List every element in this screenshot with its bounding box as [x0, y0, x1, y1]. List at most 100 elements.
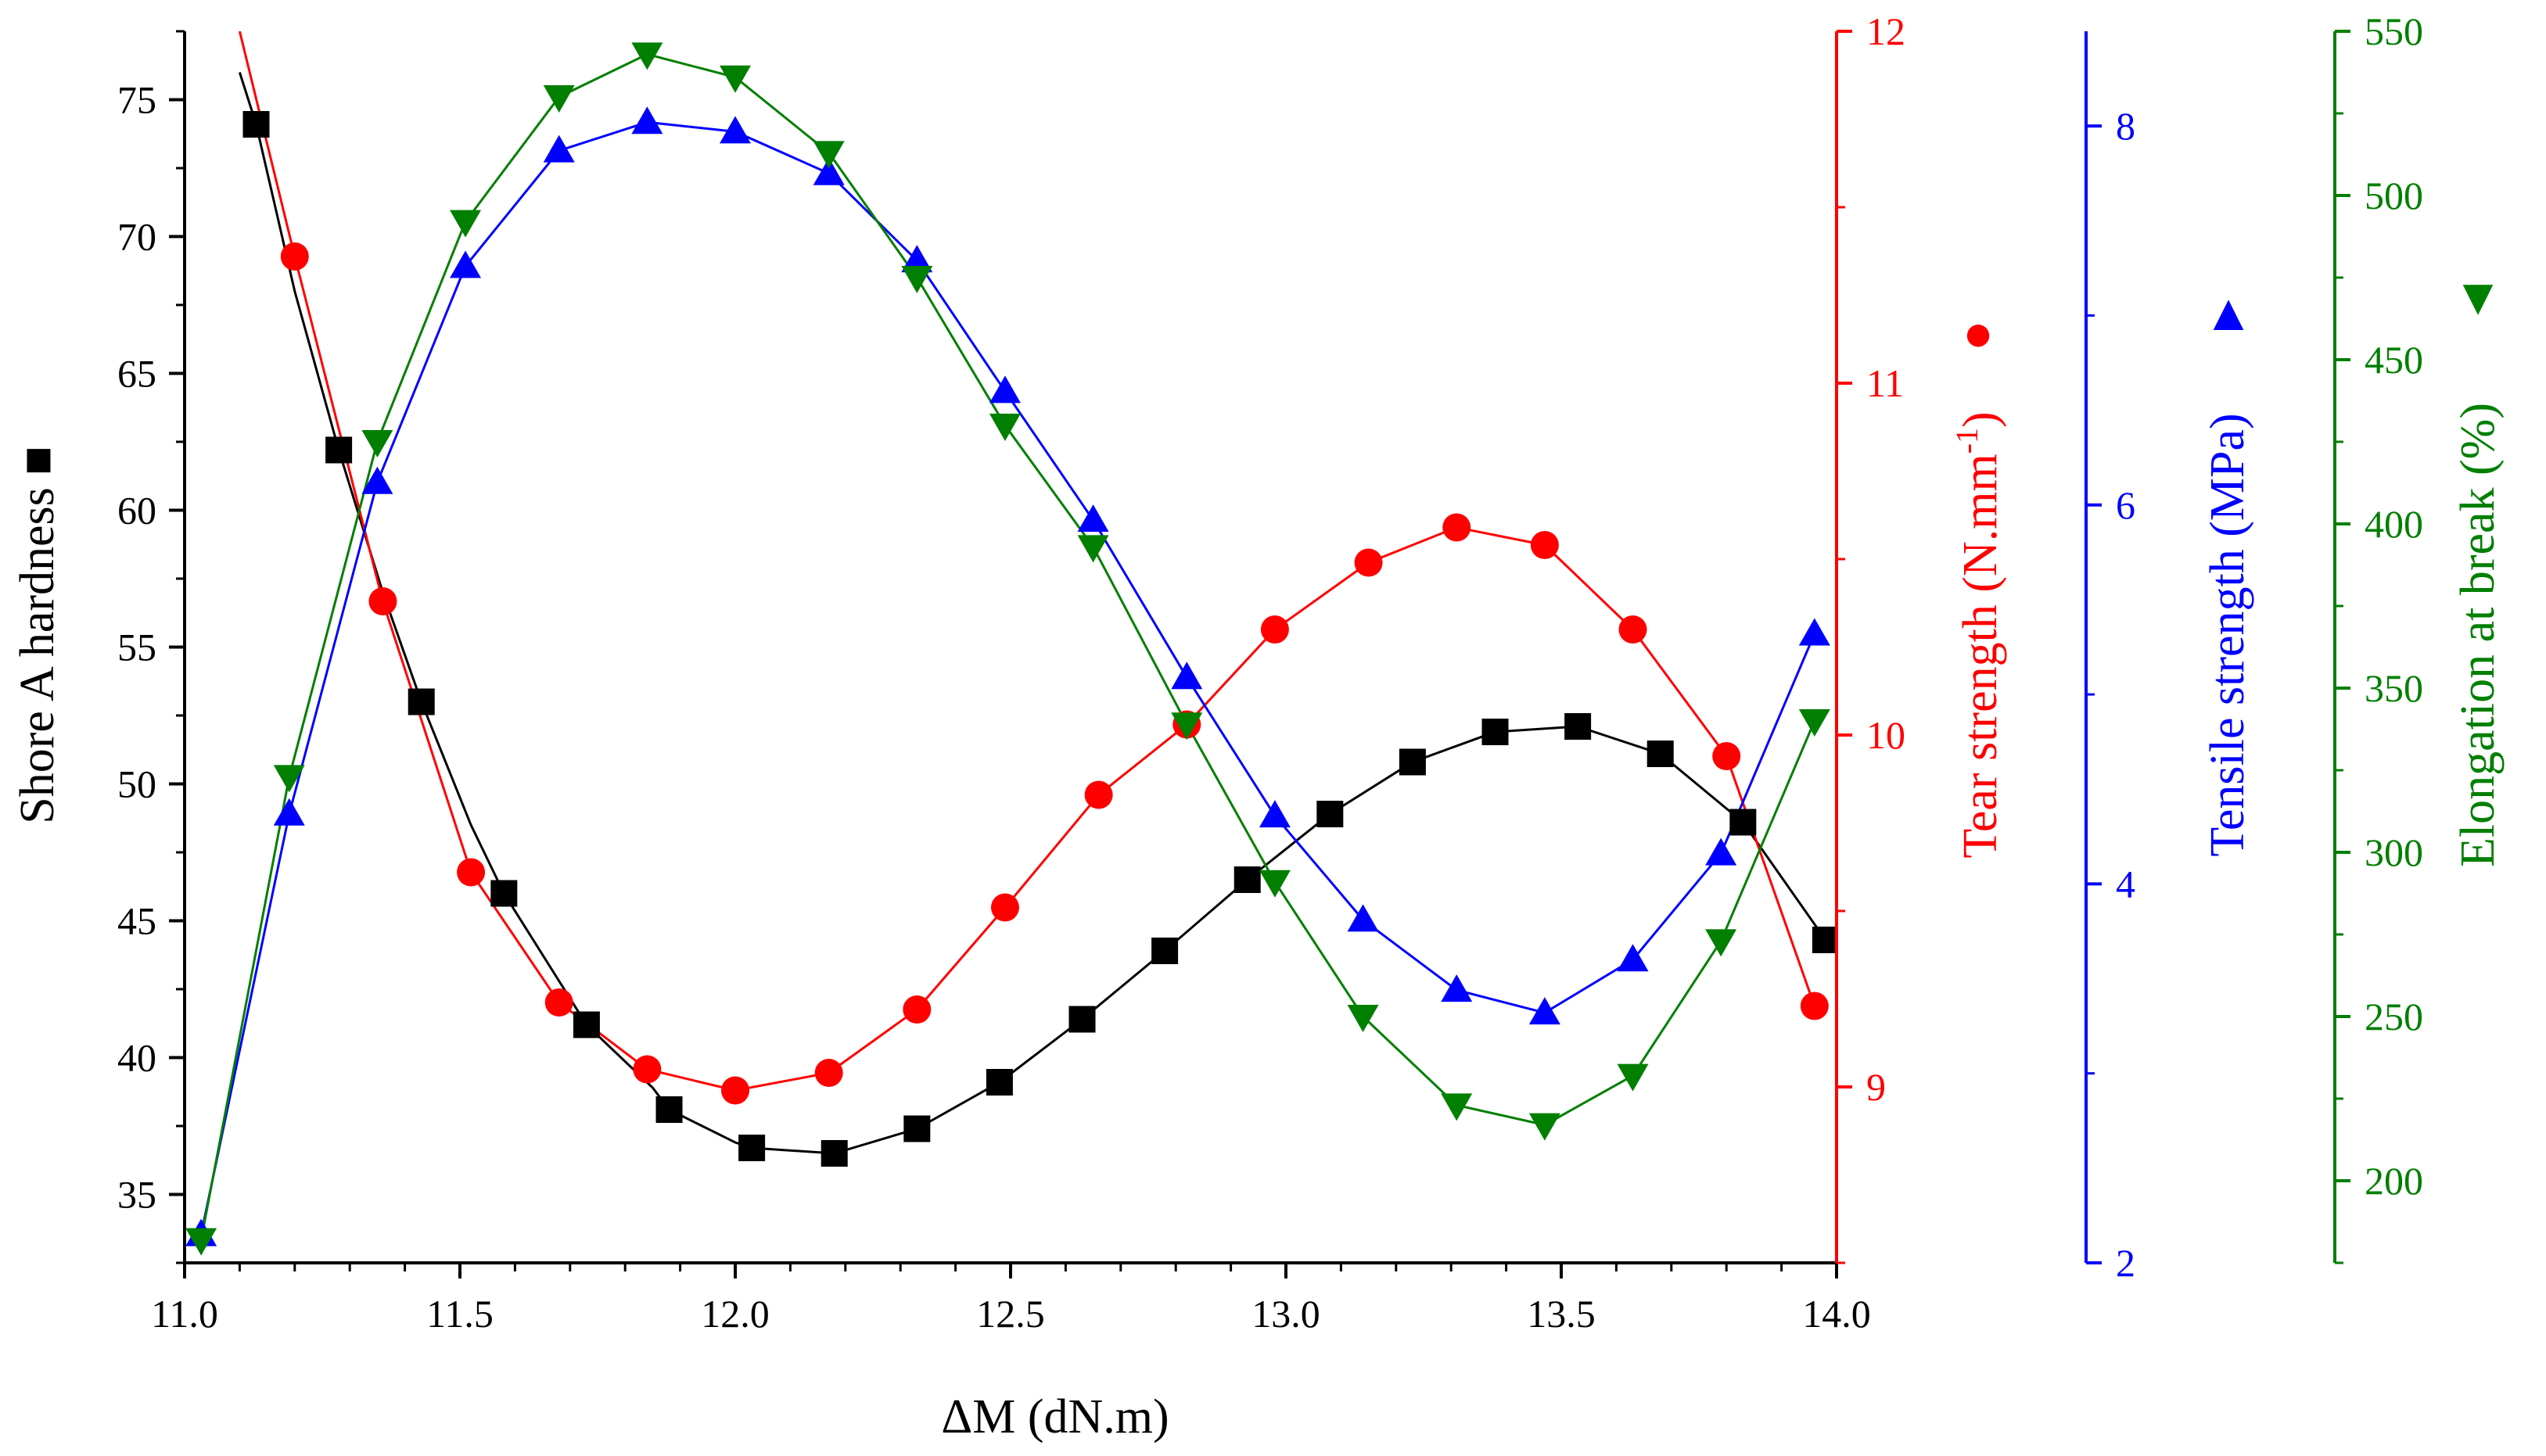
hardness-tick-label: 35 [117, 1173, 156, 1217]
data-point-tensile [1259, 800, 1291, 828]
elongation-legend-marker: ▼ [2452, 269, 2503, 326]
axes-layer: 11.0 11.5 12.0 12.5 13.0 13.5 14.0354045505560… [117, 9, 2423, 1336]
data-point-tear [1618, 615, 1647, 644]
data-point-hardness [1068, 1006, 1096, 1033]
data-point-tear [544, 988, 573, 1017]
hardness-tick-label: 45 [117, 899, 156, 943]
data-point-tear [1712, 742, 1741, 770]
x-tick-label: 12.5 [976, 1292, 1045, 1336]
data-point-tear [1530, 531, 1559, 559]
data-point-elongation [361, 430, 393, 457]
svg-text:Tear strength (N.mm-1): Tear strength (N.mm-1) [1949, 411, 2007, 858]
data-point-tear [903, 995, 932, 1024]
elongation-tick-label: 350 [2365, 666, 2423, 710]
tear-tick-label: 12 [1866, 9, 1905, 53]
hardness-tick-label: 70 [117, 215, 156, 259]
tear-axis-label-superscript: -1 [1949, 428, 1984, 454]
data-point-hardness [1481, 719, 1509, 745]
data-point-elongation [1617, 1063, 1649, 1092]
hardness-tick-label: 65 [117, 352, 156, 396]
elongation-tick-label: 450 [2365, 338, 2423, 382]
data-point-elongation [1798, 709, 1830, 737]
data-point-hardness [903, 1115, 931, 1142]
tensile-tick-label: 2 [2116, 1241, 2135, 1285]
data-point-elongation [1705, 929, 1737, 957]
data-point-elongation [631, 42, 663, 70]
data-point-tear [990, 893, 1019, 922]
data-point-tear [1800, 992, 1829, 1020]
data-point-hardness [821, 1140, 848, 1167]
data-point-tensile [1705, 837, 1737, 866]
tear-axis-title: Tear strength (N.mm-1) [1949, 411, 2007, 858]
data-point-elongation [273, 765, 305, 793]
data-point-elongation [989, 414, 1021, 441]
data-point-tear [814, 1059, 843, 1087]
hardness-tick-label: 60 [117, 489, 156, 533]
x-tick-label: 13.0 [1251, 1292, 1320, 1336]
data-point-tensile [361, 466, 393, 494]
data-point-tear [1442, 513, 1471, 542]
data-point-tear [1084, 780, 1113, 809]
data-point-hardness [655, 1096, 683, 1123]
x-tick-label: 11.0 [151, 1292, 218, 1336]
hardness-legend-marker: ■ [11, 446, 64, 475]
elongation-tick-label: 300 [2365, 830, 2423, 874]
data-point-elongation [720, 65, 751, 93]
tensile-axis-label: Tensile strength (MPa) [2201, 413, 2254, 856]
hardness-tick-label: 50 [117, 762, 156, 806]
tensile-legend-marker: ▲ [2203, 285, 2253, 342]
tear-tick-label: 9 [1866, 1065, 1886, 1109]
markers-hardness [242, 111, 1837, 1167]
elongation-tick-label: 550 [2365, 9, 2423, 53]
tensile-axis-title: Tensile strength (MPa) [2201, 413, 2254, 856]
data-point-tensile [1441, 974, 1473, 1002]
data-point-elongation [813, 141, 845, 169]
tensile-tick-label: 6 [2116, 483, 2135, 527]
tear-tick-label: 10 [1866, 713, 1905, 757]
hardness-axis-label: Shore A hardness [11, 487, 64, 824]
data-point-tensile [1528, 997, 1560, 1025]
tear-axis-label-end: ) [1954, 411, 2007, 428]
data-point-elongation [1441, 1093, 1473, 1121]
data-point-hardness [325, 436, 353, 464]
data-point-elongation [1077, 535, 1109, 563]
data-point-hardness [408, 688, 435, 715]
data-point-tensile [450, 250, 482, 278]
data-point-hardness [1564, 713, 1592, 740]
elongation-tick-label: 250 [2365, 995, 2423, 1038]
hardness-axis-title: Shore A hardness ■ [11, 446, 64, 823]
data-point-hardness [1812, 927, 1837, 953]
data-point-tensile [1347, 904, 1379, 932]
data-point-tear [1354, 548, 1383, 577]
data-point-elongation [1528, 1113, 1560, 1141]
data-point-tensile [543, 134, 575, 163]
data-point-hardness [1151, 938, 1179, 964]
data-point-tensile [631, 106, 663, 134]
data-point-tensile [813, 157, 845, 185]
data-point-hardness [242, 111, 270, 138]
data-point-tensile [1798, 618, 1830, 646]
data-point-hardness [1316, 801, 1344, 827]
data-point-tensile [901, 245, 933, 273]
elongation-axis-label: Elongation at break (%) [2451, 403, 2505, 867]
tear-axis-label: Tear strength (N.mm [1954, 454, 2007, 858]
hardness-tick-label: 40 [117, 1036, 156, 1080]
data-point-hardness [1399, 748, 1426, 776]
x-tick-label: 12.0 [701, 1292, 770, 1336]
data-point-hardness [490, 880, 518, 907]
markers-tear [280, 242, 1829, 1105]
svg-text:Shore A hardness ■: Shore A hardness ■ [11, 446, 64, 823]
data-point-tensile [1171, 662, 1203, 690]
data-point-tear [1260, 615, 1289, 644]
data-point-elongation [1171, 712, 1203, 741]
data-point-hardness [573, 1011, 600, 1038]
data-point-tensile [273, 798, 305, 826]
x-tick-label: 11.5 [426, 1292, 494, 1336]
x-tick-label: 13.5 [1527, 1292, 1596, 1336]
data-point-hardness [986, 1069, 1013, 1096]
data-point-tensile [989, 375, 1021, 403]
data-point-elongation [185, 1228, 217, 1256]
elongation-tick-label: 200 [2365, 1159, 2423, 1203]
hardness-tick-label: 55 [117, 626, 156, 669]
